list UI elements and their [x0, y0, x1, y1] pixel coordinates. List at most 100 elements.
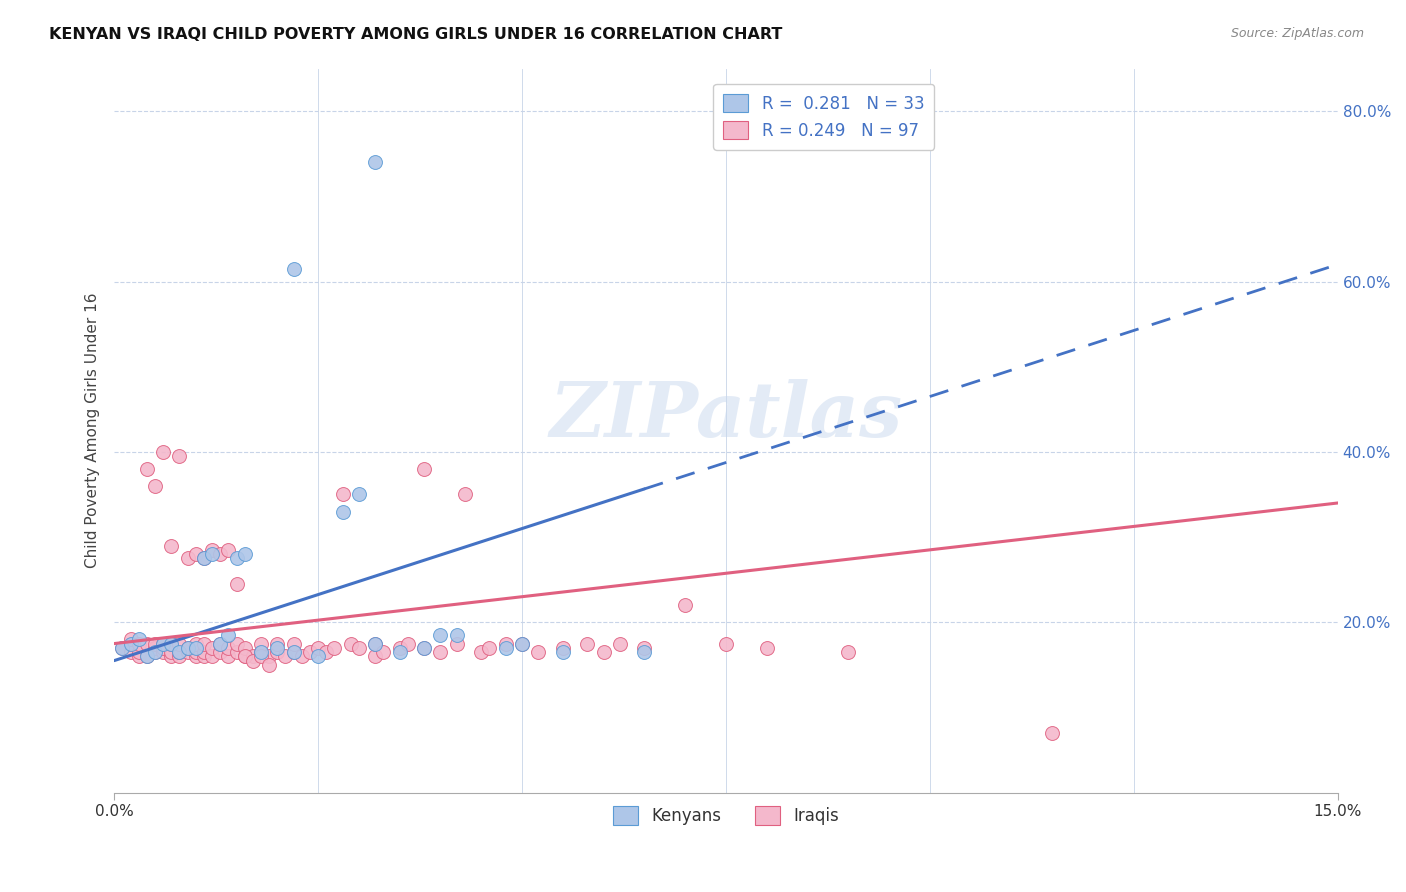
Point [217, 628, 239, 642]
Point [193, 551, 215, 566]
Point [176, 551, 198, 566]
Point [152, 445, 174, 459]
Text: KENYAN VS IRAQI CHILD POVERTY AMONG GIRLS UNDER 16 CORRELATION CHART: KENYAN VS IRAQI CHILD POVERTY AMONG GIRL… [49, 27, 783, 42]
Point [120, 645, 142, 659]
Point [454, 487, 477, 501]
Point [551, 640, 574, 655]
Point [347, 640, 370, 655]
Point [225, 577, 247, 591]
Point [633, 645, 655, 659]
Point [373, 645, 395, 659]
Point [143, 636, 166, 650]
Point [225, 636, 247, 650]
Point [120, 632, 142, 647]
Point [576, 636, 599, 650]
Point [633, 640, 655, 655]
Point [201, 542, 224, 557]
Point [160, 636, 183, 650]
Point [233, 649, 256, 664]
Point [193, 645, 215, 659]
Point [413, 640, 436, 655]
Point [250, 649, 273, 664]
Point [298, 645, 321, 659]
Point [209, 645, 232, 659]
Point [184, 649, 207, 664]
Point [169, 449, 191, 463]
Point [495, 640, 517, 655]
Point [470, 645, 492, 659]
Point [283, 645, 305, 659]
Point [266, 636, 288, 650]
Point [274, 649, 297, 664]
Point [201, 649, 224, 664]
Point [209, 636, 232, 650]
Point [364, 155, 387, 169]
Point [193, 649, 215, 664]
Point [837, 645, 859, 659]
Point [551, 645, 574, 659]
Point [184, 547, 207, 561]
Point [169, 649, 191, 664]
Point [184, 645, 207, 659]
Point [242, 649, 264, 664]
Point [225, 645, 247, 659]
Point [257, 657, 280, 672]
Point [193, 636, 215, 650]
Point [135, 462, 157, 476]
Point [217, 542, 239, 557]
Point [184, 636, 207, 650]
Point [143, 640, 166, 655]
Point [609, 636, 631, 650]
Point [307, 640, 329, 655]
Point [332, 504, 354, 518]
Point [347, 487, 370, 501]
Point [152, 636, 174, 650]
Point [152, 645, 174, 659]
Point [128, 645, 150, 659]
Point [201, 547, 224, 561]
Point [135, 649, 157, 664]
Point [176, 645, 198, 659]
Point [510, 636, 533, 650]
Point [176, 640, 198, 655]
Point [128, 636, 150, 650]
Point [323, 640, 346, 655]
Point [160, 645, 183, 659]
Point [233, 649, 256, 664]
Point [143, 645, 166, 659]
Text: ZIPatlas: ZIPatlas [550, 379, 903, 453]
Point [160, 649, 183, 664]
Point [201, 640, 224, 655]
Point [388, 640, 411, 655]
Point [169, 645, 191, 659]
Point [291, 649, 314, 664]
Point [388, 645, 411, 659]
Point [120, 636, 142, 650]
Legend: Kenyans, Iraqis: Kenyans, Iraqis [603, 797, 849, 835]
Point [332, 487, 354, 501]
Point [673, 599, 696, 613]
Point [225, 551, 247, 566]
Point [315, 645, 337, 659]
Point [143, 479, 166, 493]
Point [128, 649, 150, 664]
Point [510, 636, 533, 650]
Point [152, 640, 174, 655]
Point [233, 640, 256, 655]
Point [283, 636, 305, 650]
Point [1040, 726, 1063, 740]
Point [592, 645, 614, 659]
Point [111, 640, 134, 655]
Point [169, 645, 191, 659]
Text: Source: ZipAtlas.com: Source: ZipAtlas.com [1230, 27, 1364, 40]
Point [184, 640, 207, 655]
Point [169, 636, 191, 650]
Point [176, 640, 198, 655]
Point [495, 636, 517, 650]
Point [143, 645, 166, 659]
Point [257, 649, 280, 664]
Point [283, 645, 305, 659]
Point [755, 640, 778, 655]
Point [429, 645, 451, 659]
Point [242, 654, 264, 668]
